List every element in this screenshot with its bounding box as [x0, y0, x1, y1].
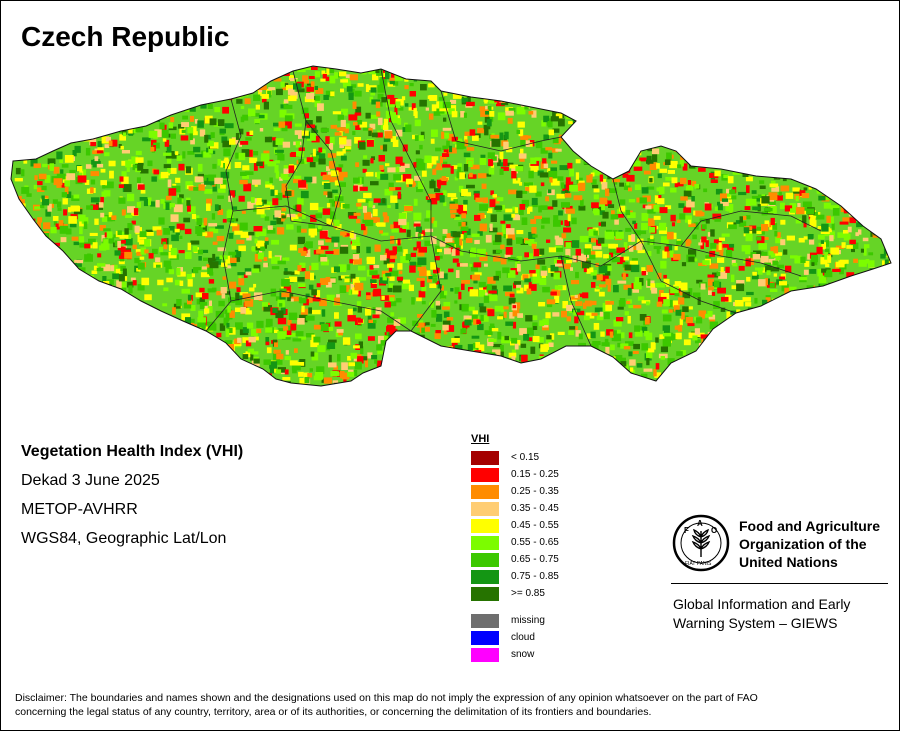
- period-label: Dekad 3 June 2025: [21, 472, 160, 489]
- map-info: Vegetation Health Index (VHI) Dekad 3 Ju…: [21, 437, 243, 553]
- legend-label: 0.25 - 0.35: [511, 486, 559, 497]
- legend-swatch: [471, 647, 499, 662]
- disclaimer-line: concerning the legal status of any count…: [15, 706, 652, 718]
- legend-label: 0.45 - 0.55: [511, 520, 559, 531]
- legend-label: < 0.15: [511, 452, 540, 463]
- legend-label: 0.35 - 0.45: [511, 503, 559, 514]
- legend-item: 0.55 - 0.65: [471, 534, 559, 551]
- legend-label: 0.65 - 0.75: [511, 554, 559, 565]
- map-title: Czech Republic: [21, 21, 230, 52]
- fao-organization-name: Food and Agriculture Organization of the…: [739, 517, 899, 571]
- legend-title: VHI: [471, 433, 490, 445]
- disclaimer-line: Disclaimer: The boundaries and names sho…: [15, 692, 758, 704]
- logo-letter-a: A: [697, 519, 703, 528]
- legend-item: cloud: [471, 629, 559, 646]
- logo-letter-o: O: [711, 526, 717, 535]
- legend-swatch: [471, 630, 499, 645]
- logo-letter-f: F: [684, 526, 689, 535]
- legend-swatch: [471, 586, 499, 601]
- legend-label: 0.55 - 0.65: [511, 537, 559, 548]
- legend-special-classes: missing cloud snow: [471, 612, 559, 663]
- legend-swatch: [471, 535, 499, 550]
- legend-swatch: [471, 613, 499, 628]
- legend-item: >= 0.85: [471, 585, 559, 602]
- vhi-legend: VHI < 0.15 0.15 - 0.25 0.25 - 0.35 0.35 - 0…: [471, 433, 559, 663]
- legend-item: 0.45 - 0.55: [471, 517, 559, 534]
- fao-name-line: Organization of the: [739, 536, 867, 552]
- legend-item: snow: [471, 646, 559, 663]
- legend-swatch: [471, 450, 499, 465]
- legend-item: 0.35 - 0.45: [471, 500, 559, 517]
- legend-swatch: [471, 484, 499, 499]
- giews-line: Warning System – GIEWS: [673, 615, 838, 631]
- legend-label: 0.15 - 0.25: [511, 469, 559, 480]
- legend-swatch: [471, 552, 499, 567]
- projection-label: WGS84, Geographic Lat/Lon: [21, 530, 227, 547]
- legend-swatch: [471, 467, 499, 482]
- legend-swatch: [471, 569, 499, 584]
- legend-item: missing: [471, 612, 559, 629]
- disclaimer: Disclaimer: The boundaries and names sho…: [15, 691, 885, 719]
- sensor-label: METOP-AVHRR: [21, 501, 138, 518]
- legend-label: cloud: [511, 632, 535, 643]
- index-name: Vegetation Health Index (VHI): [21, 443, 244, 460]
- legend-label: snow: [511, 649, 535, 660]
- legend-item: 0.15 - 0.25: [471, 466, 559, 483]
- legend-item: 0.65 - 0.75: [471, 551, 559, 568]
- fao-logo: F A O FIAT PANIS: [672, 514, 730, 572]
- legend-swatch: [471, 518, 499, 533]
- legend-swatch: [471, 501, 499, 516]
- legend-item: 0.75 - 0.85: [471, 568, 559, 585]
- legend-classes: < 0.15 0.15 - 0.25 0.25 - 0.35 0.35 - 0.45 0…: [471, 449, 559, 602]
- logo-motto: FIAT PANIS: [685, 561, 712, 567]
- legend-item: 0.25 - 0.35: [471, 483, 559, 500]
- legend-label: 0.75 - 0.85: [511, 571, 559, 582]
- legend-label: >= 0.85: [511, 588, 545, 599]
- giews-label: Global Information and Early Warning Sys…: [673, 595, 893, 633]
- vhi-raster-map: [10, 65, 892, 387]
- fao-name-line: Food and Agriculture: [739, 518, 881, 534]
- giews-line: Global Information and Early: [673, 596, 851, 612]
- fao-name-line: United Nations: [739, 554, 838, 570]
- legend-item: < 0.15: [471, 449, 559, 466]
- legend-label: missing: [511, 615, 545, 626]
- divider: [671, 583, 888, 584]
